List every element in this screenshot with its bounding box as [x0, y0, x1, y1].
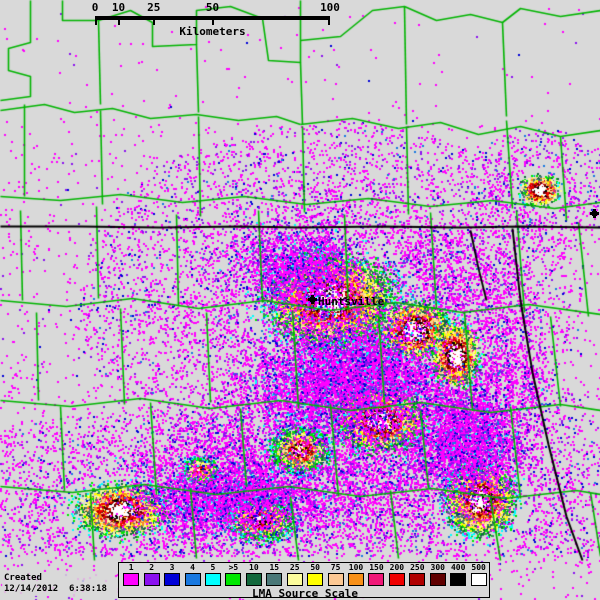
- legend-entry[interactable]: 4: [182, 563, 202, 589]
- legend-entry-label: 300: [430, 563, 445, 572]
- legend-color-swatch: [429, 573, 446, 586]
- scale-tick-label: 50: [205, 1, 220, 14]
- legend-entry[interactable]: 50: [305, 563, 325, 589]
- legend-color-swatch: [409, 573, 426, 586]
- legend-entry[interactable]: >5: [223, 563, 243, 589]
- legend-entry-label: 250: [410, 563, 425, 572]
- city-name-label: Huntsville: [318, 295, 385, 308]
- legend-entry-label: 3: [169, 563, 175, 572]
- legend-entry[interactable]: 250: [407, 563, 427, 589]
- legend-entry-label: 50: [310, 563, 320, 572]
- legend-entry[interactable]: 300: [428, 563, 448, 589]
- city-dot-icon: [308, 295, 317, 304]
- legend-color-swatch: [470, 573, 487, 586]
- legend-entry-label: >5: [228, 563, 239, 572]
- distance-scale-bar: 0 10 25 50 100 Kilometers: [91, 1, 340, 39]
- legend-entry[interactable]: 5: [203, 563, 223, 589]
- legend-color-swatch: [388, 573, 405, 586]
- legend-entry[interactable]: 15: [264, 563, 284, 589]
- legend-entry[interactable]: 75: [325, 563, 345, 589]
- scale-tick-label: 25: [147, 1, 161, 14]
- legend-color-swatch: [368, 573, 385, 586]
- legend-entry-label: 15: [269, 563, 280, 572]
- legend-entry-label: 5: [210, 563, 216, 572]
- legend-color-swatch: [184, 573, 201, 586]
- legend-color-swatch: [327, 573, 344, 586]
- legend-color-swatch: [123, 573, 140, 586]
- legend-color-swatch: [245, 573, 262, 586]
- legend-entry[interactable]: 2: [141, 563, 161, 589]
- scale-tick-mark: [117, 16, 120, 25]
- legend-color-swatch: [348, 573, 365, 586]
- city-dot-icon: [590, 209, 599, 218]
- legend-entry[interactable]: 25: [285, 563, 305, 589]
- scale-tick-mark: [211, 16, 214, 25]
- created-timestamp: Created 12/14/2012 6:38:18: [2, 572, 109, 596]
- created-datetime: 12/14/2012 6:38:18: [4, 584, 107, 594]
- legend-entry-label: 2: [149, 563, 155, 572]
- legend-swatch-row: 1 2 3 4 5 >5 10 15 25 50 75 100 150 200 250 300 400 500: [119, 563, 491, 589]
- legend-color-swatch: [143, 573, 160, 586]
- scale-tick-label: 0: [91, 1, 99, 14]
- legend-entry-label: 100: [348, 563, 364, 572]
- scale-tick-mark: [152, 16, 155, 25]
- legend-entry[interactable]: 500: [468, 563, 488, 589]
- legend-color-swatch: [450, 573, 467, 586]
- scale-units-label: Kilometers: [179, 25, 246, 38]
- legend-entry[interactable]: 400: [448, 563, 468, 589]
- scale-tick-mark: [95, 16, 97, 25]
- legend-color-swatch: [225, 573, 242, 586]
- scale-tick-label: 100: [320, 1, 340, 14]
- created-label: Created: [4, 573, 42, 583]
- legend-color-swatch: [266, 573, 283, 586]
- legend-entry-label: 500: [471, 563, 486, 572]
- legend-entry-label: 25: [289, 563, 300, 572]
- scale-tick-label: 10: [111, 1, 126, 14]
- scale-tick-labels: 0 10 25 50 100: [91, 1, 340, 15]
- legend-entry[interactable]: 10: [244, 563, 264, 589]
- legend-entry-label: 1: [128, 563, 134, 572]
- legend-entry-label: 200: [389, 563, 405, 572]
- legend-entry-label: 10: [249, 563, 259, 572]
- legend-color-swatch: [286, 573, 303, 586]
- legend-entry-label: 4: [190, 563, 195, 572]
- legend-entry-label: 400: [450, 563, 466, 572]
- legend-entry[interactable]: 100: [346, 563, 366, 589]
- legend-entry-label: 150: [369, 563, 384, 572]
- lma-source-scale-legend: 1 2 3 4 5 >5 10 15 25 50 75 100 150 200 250 300 400 500 L…: [118, 562, 491, 600]
- scale-tick-mark: [328, 16, 330, 25]
- legend-color-swatch: [307, 573, 324, 586]
- legend-color-swatch: [164, 573, 181, 586]
- legend-entry[interactable]: 200: [387, 563, 407, 589]
- legend-entry[interactable]: 1: [121, 563, 141, 589]
- legend-title: LMA Source Scale: [252, 587, 358, 600]
- legend-entry[interactable]: 150: [366, 563, 386, 589]
- legend-entry[interactable]: 3: [162, 563, 182, 589]
- legend-color-swatch: [204, 573, 221, 586]
- legend-entry-label: 75: [330, 563, 341, 572]
